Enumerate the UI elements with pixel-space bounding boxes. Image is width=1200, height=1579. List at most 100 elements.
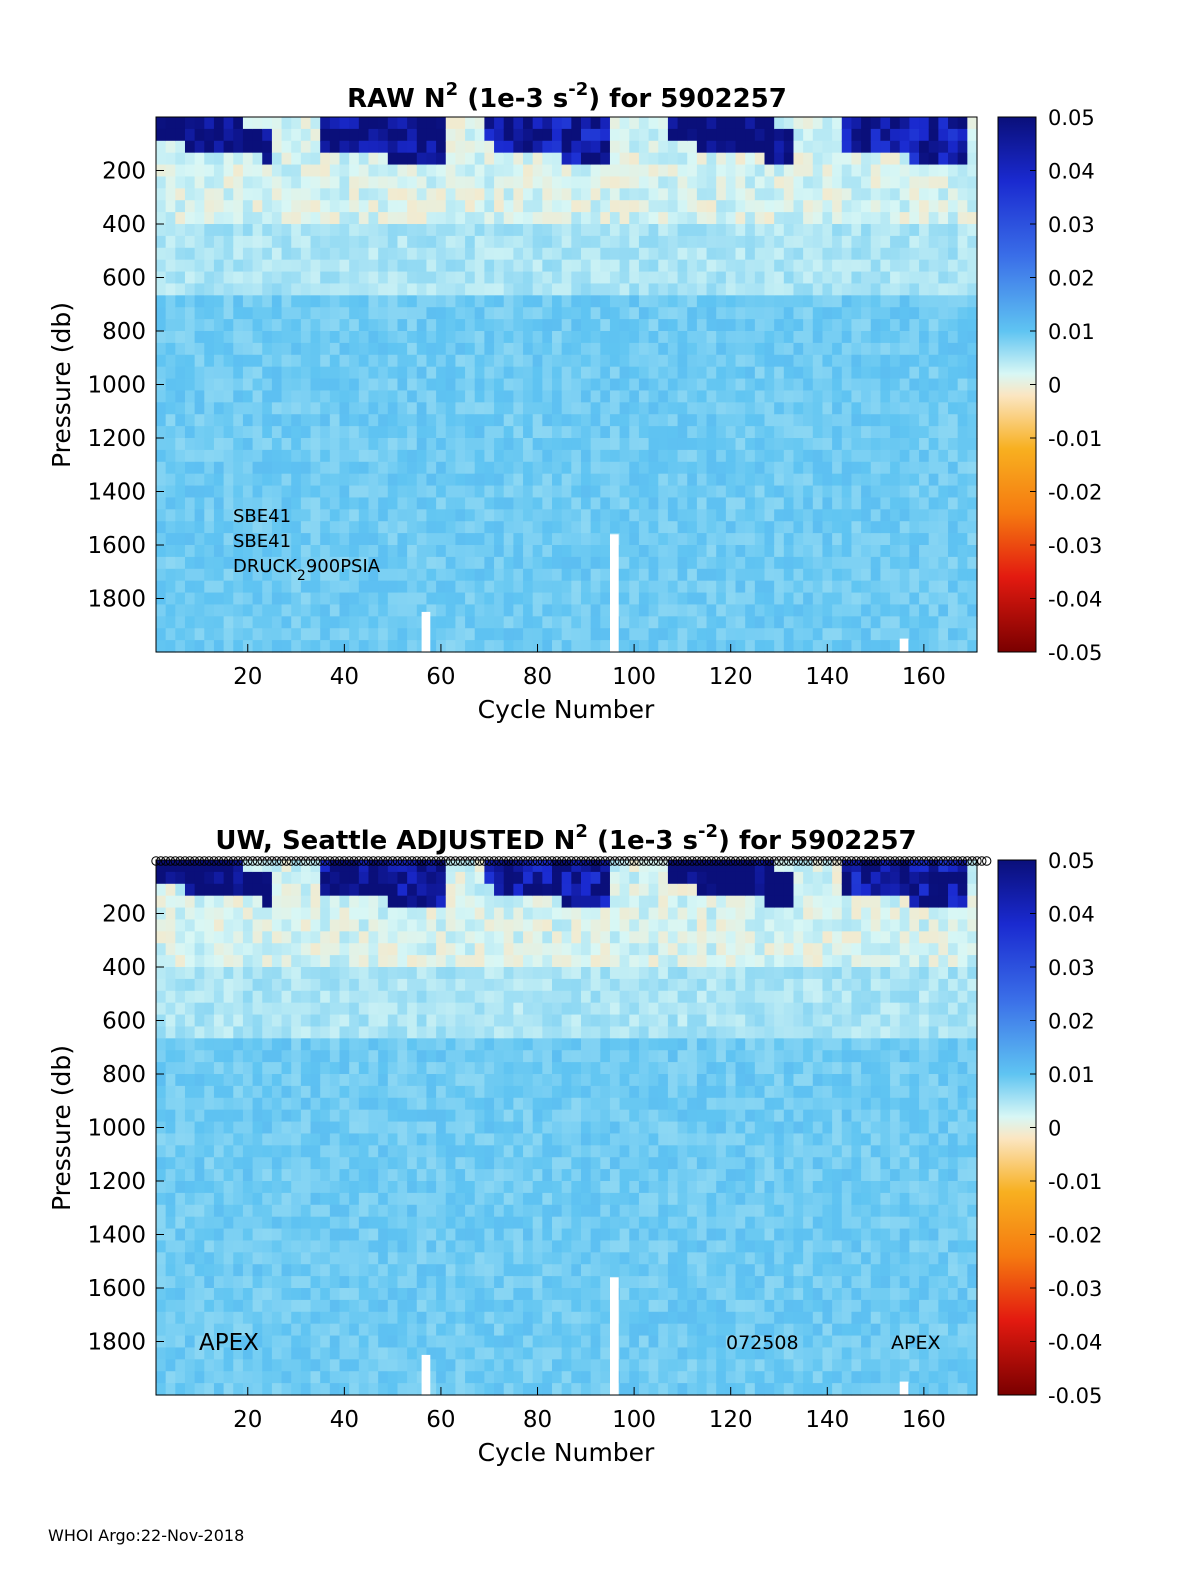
heatmap-cell: [793, 176, 803, 188]
heatmap-cell: [475, 283, 485, 295]
heatmap-cell: [214, 581, 224, 593]
heatmap-cell: [465, 379, 475, 391]
heatmap-cell: [948, 616, 958, 628]
heatmap-cell: [861, 165, 871, 177]
heatmap-cell: [745, 355, 755, 367]
heatmap-cell: [822, 295, 832, 307]
heatmap-cell: [832, 474, 842, 486]
heatmap-cell: [745, 438, 755, 450]
heatmap-cell: [359, 1359, 369, 1371]
heatmap-cell: [253, 438, 263, 450]
heatmap-cell: [765, 343, 775, 355]
heatmap-cell: [591, 640, 601, 652]
heatmap-cell: [388, 355, 398, 367]
heatmap-cell: [958, 402, 968, 414]
heatmap-cell: [349, 1086, 359, 1098]
heatmap-cell: [195, 1098, 205, 1110]
heatmap-cell: [301, 307, 311, 319]
heatmap-cell: [813, 129, 823, 141]
heatmap-cell: [475, 426, 485, 438]
heatmap-cell: [311, 212, 321, 224]
heatmap-cell: [224, 991, 234, 1003]
heatmap-cell: [340, 1324, 350, 1336]
heatmap-cell: [533, 295, 543, 307]
heatmap-cell: [156, 462, 166, 474]
heatmap-cell: [368, 1217, 378, 1229]
heatmap-cell: [301, 884, 311, 896]
heatmap-cell: [388, 557, 398, 569]
heatmap-cell: [243, 343, 253, 355]
heatmap-cell: [871, 474, 881, 486]
heatmap-cell: [340, 991, 350, 1003]
heatmap-cell: [233, 260, 243, 272]
heatmap-cell: [716, 343, 726, 355]
heatmap-cell: [340, 117, 350, 129]
heatmap-cell: [687, 307, 697, 319]
heatmap-cell: [320, 1205, 330, 1217]
heatmap-cell: [340, 872, 350, 884]
heatmap-cell: [291, 1074, 301, 1086]
heatmap-cell: [513, 367, 523, 379]
heatmap-cell: [349, 533, 359, 545]
heatmap-cell: [166, 153, 176, 165]
heatmap-cell: [533, 212, 543, 224]
heatmap-cell: [185, 1276, 195, 1288]
heatmap-cell: [629, 200, 639, 212]
heatmap-cell: [900, 593, 910, 605]
heatmap-cell: [388, 438, 398, 450]
heatmap-cell: [378, 521, 388, 533]
heatmap-cell: [272, 1240, 282, 1252]
heatmap-cell: [542, 176, 552, 188]
heatmap-cell: [175, 450, 185, 462]
heatmap-cell: [388, 497, 398, 509]
heatmap-cell: [958, 604, 968, 616]
heatmap-cell: [253, 486, 263, 498]
heatmap-cell: [291, 307, 301, 319]
heatmap-cell: [871, 414, 881, 426]
heatmap-cell: [581, 129, 591, 141]
heatmap-cell: [166, 943, 176, 955]
heatmap-cell: [774, 117, 784, 129]
heatmap-cell: [938, 390, 948, 402]
heatmap-cell: [417, 367, 427, 379]
heatmap-cell: [224, 1252, 234, 1264]
heatmap-cell: [929, 521, 939, 533]
heatmap-cell: [513, 331, 523, 343]
heatmap-cell: [311, 1098, 321, 1110]
heatmap-cell: [253, 1157, 263, 1169]
heatmap-cell: [813, 616, 823, 628]
heatmap-cell: [282, 1026, 292, 1038]
heatmap-cell: [832, 129, 842, 141]
heatmap-cell: [629, 414, 639, 426]
heatmap-cell: [658, 355, 668, 367]
heatmap-cell: [243, 295, 253, 307]
heatmap-cell: [784, 402, 794, 414]
heatmap-cell: [349, 1145, 359, 1157]
heatmap-cell: [687, 212, 697, 224]
heatmap-cell: [784, 224, 794, 236]
heatmap-cell: [890, 283, 900, 295]
heatmap-cell: [678, 117, 688, 129]
heatmap-cell: [175, 1205, 185, 1217]
heatmap-cell: [156, 153, 166, 165]
heatmap-cell: [900, 414, 910, 426]
heatmap-cell: [871, 260, 881, 272]
heatmap-cell: [233, 343, 243, 355]
heatmap-cell: [455, 390, 465, 402]
heatmap-cell: [446, 283, 456, 295]
heatmap-cell: [929, 379, 939, 391]
heatmap-cell: [224, 1038, 234, 1050]
heatmap-cell: [204, 1217, 214, 1229]
heatmap-cell: [301, 967, 311, 979]
heatmap-cell: [195, 1122, 205, 1134]
heatmap-cell: [156, 1347, 166, 1359]
heatmap-cell: [455, 283, 465, 295]
heatmap-cell: [397, 272, 407, 284]
heatmap-cell: [793, 557, 803, 569]
heatmap-cell: [504, 545, 514, 557]
heatmap-cell: [195, 1288, 205, 1300]
heatmap-cell: [175, 896, 185, 908]
heatmap-cell: [542, 153, 552, 165]
heatmap-cell: [793, 117, 803, 129]
heatmap-cell: [291, 872, 301, 884]
